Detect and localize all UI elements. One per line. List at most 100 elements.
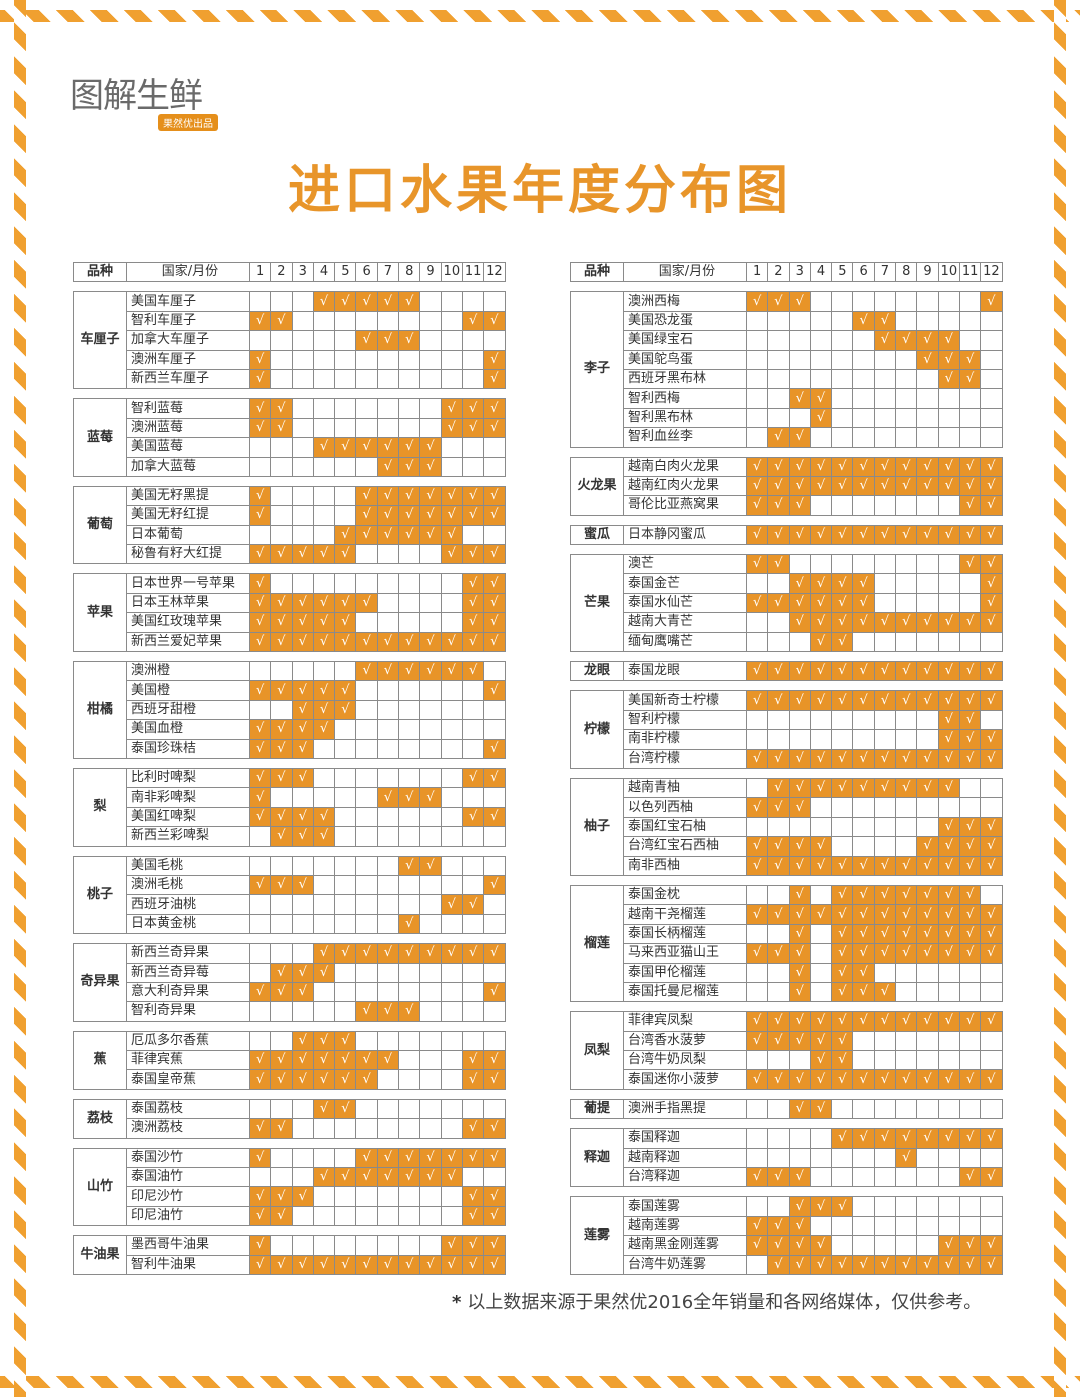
season-cell-active: √ [937, 1011, 960, 1032]
season-cell-active: √ [419, 787, 442, 808]
season-cell-active: √ [398, 661, 421, 682]
season-cell-empty [419, 544, 442, 565]
variety-name: 智利奇异果 [126, 1001, 250, 1022]
season-cell-empty [355, 544, 378, 565]
season-cell-empty [312, 417, 336, 439]
season-cell-empty [334, 719, 357, 740]
season-cell-empty [376, 1098, 400, 1120]
season-cell-active: √ [398, 1167, 421, 1188]
table-row: 台湾牛奶凤梨 √ √ [571, 1050, 1003, 1071]
season-cell-empty [376, 544, 400, 565]
season-cell-active: √ [937, 330, 960, 351]
season-cell-empty [873, 1235, 897, 1256]
variety-name: 智利蓝莓 [126, 398, 250, 419]
season-cell-empty [831, 1215, 854, 1237]
variety-name: 澳洲手指黑提 [623, 1098, 747, 1120]
table-row: 柠檬 美国新奇士柠檬 √ √ √ √ √ √ √ √ √ √ √ √ [570, 690, 1003, 769]
season-cell-empty [355, 349, 378, 370]
season-cell-active: √ [958, 1167, 982, 1188]
season-cell-active: √ [852, 748, 875, 769]
season-cell-active: √ [809, 1098, 833, 1120]
season-cell-active: √ [980, 475, 1003, 497]
season-cell-empty [461, 874, 485, 896]
season-cell-empty [483, 894, 506, 915]
season-cell-active: √ [398, 855, 421, 876]
season-cell-active: √ [334, 1030, 357, 1052]
season-cell-active: √ [461, 806, 485, 828]
season-cell-empty [767, 1050, 790, 1071]
season-cell-empty [916, 816, 939, 838]
season-cell-empty [873, 368, 897, 390]
season-cell-empty [873, 631, 897, 653]
variety-name: 以色列西柚 [623, 797, 747, 818]
season-cell-empty [958, 310, 982, 332]
season-cell-empty [767, 1147, 790, 1169]
season-cell-empty [745, 1196, 769, 1217]
variety-name: 美国无籽红提 [126, 505, 250, 526]
season-cell-empty [355, 368, 378, 390]
season-cell-active: √ [483, 1118, 506, 1139]
season-cell-active: √ [355, 1147, 378, 1169]
variety-name: 泰国托曼尼榴莲 [623, 981, 747, 1003]
group-gap [571, 768, 1003, 778]
season-cell-empty [291, 437, 314, 458]
season-cell-empty [483, 1001, 506, 1022]
season-cell-empty [831, 1235, 854, 1256]
season-cell-active: √ [852, 592, 875, 614]
season-cell-empty [355, 573, 378, 594]
season-cell-empty [440, 592, 463, 614]
season-cell-empty [937, 1167, 960, 1188]
season-cell-empty [440, 719, 463, 740]
gap-cell [74, 564, 506, 574]
season-cell-empty [312, 398, 336, 419]
table-row: 芒果 澳芒 √ √ √ √ [570, 554, 1003, 653]
group-gap [74, 1138, 506, 1148]
variety-name: 越南释迦 [623, 1147, 747, 1169]
season-cell-active: √ [767, 592, 790, 614]
season-cell-empty [291, 368, 314, 390]
season-cell-active: √ [895, 661, 918, 682]
season-cell-active: √ [873, 1128, 897, 1149]
season-cell-active: √ [355, 631, 378, 653]
table-row: 美国恐龙蛋 √ √ [571, 310, 1003, 332]
variety-name: 澳洲西梅 [623, 291, 747, 312]
table-row: 台湾释迦 √ √ √ √ √ [571, 1167, 1003, 1188]
season-cell-active: √ [788, 1254, 811, 1275]
season-cell-empty [270, 1030, 293, 1052]
season-cell-empty [398, 806, 421, 828]
season-cell-empty [461, 437, 485, 458]
season-cell-empty [767, 573, 790, 594]
season-cell-active: √ [852, 943, 875, 964]
season-cell-empty [788, 368, 811, 390]
season-cell-empty [355, 398, 378, 419]
season-cell-empty [419, 738, 442, 759]
table-header-row: 品种 国家/月份 1 2 3 4 5 6 7 8 9 10 11 12 [73, 261, 506, 283]
season-cell-active: √ [767, 475, 790, 497]
season-cell-active: √ [483, 368, 506, 390]
season-cell-active: √ [270, 680, 293, 701]
variety-name: 越南黑金刚莲雾 [623, 1235, 747, 1256]
header-month: 4 [312, 261, 336, 283]
season-cell-empty [958, 1147, 982, 1169]
season-cell-empty [312, 573, 336, 594]
season-cell-active: √ [831, 475, 854, 497]
variety-name: 越南大青芒 [623, 612, 747, 633]
season-cell-empty [419, 417, 442, 439]
season-cell-empty [461, 855, 485, 876]
season-cell-empty [440, 291, 463, 312]
season-cell-empty [419, 291, 442, 312]
season-cell-empty [376, 368, 400, 390]
season-cell-empty [831, 1167, 854, 1188]
season-cell-active: √ [873, 777, 897, 799]
season-cell-active: √ [958, 816, 982, 838]
variety-name: 美国绿宝石 [623, 330, 747, 351]
header-fruit: 品种 [570, 261, 624, 283]
header-variety: 国家/月份 [126, 261, 250, 283]
season-cell-active: √ [483, 310, 506, 332]
season-cell-empty [745, 709, 769, 731]
season-cell-active: √ [334, 1254, 357, 1275]
season-cell-active: √ [248, 310, 272, 332]
season-cell-active: √ [873, 904, 897, 925]
season-cell-empty [980, 797, 1003, 818]
season-cell-empty [376, 1118, 400, 1139]
